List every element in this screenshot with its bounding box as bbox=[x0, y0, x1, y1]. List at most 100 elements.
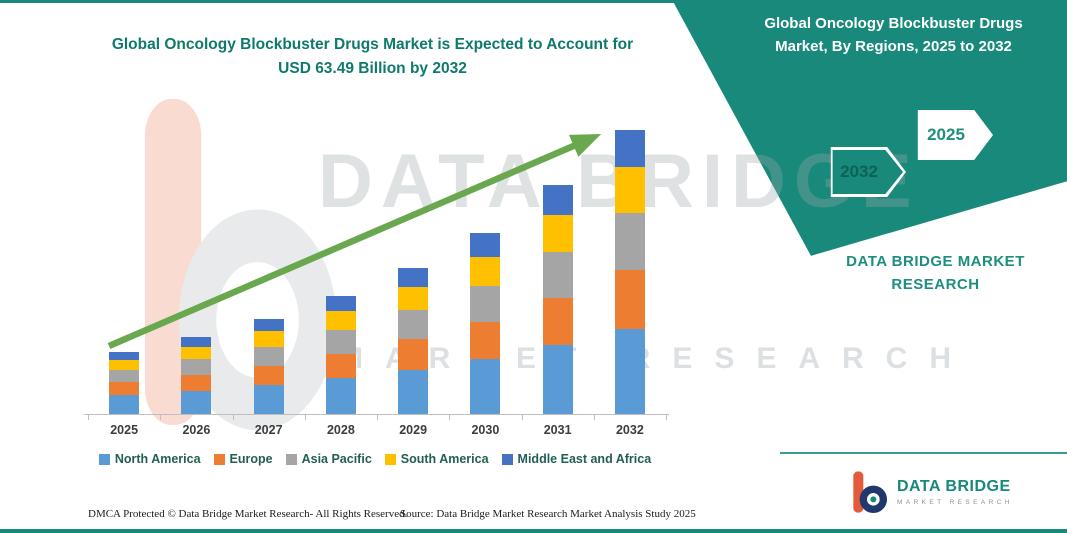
axis-tick bbox=[449, 415, 451, 420]
bar-segment-middle-east-and-africa-2026 bbox=[181, 337, 212, 347]
stacked-bar-2028 bbox=[325, 295, 356, 414]
hexagon-fill bbox=[832, 150, 903, 194]
bar-segment-middle-east-and-africa-2030 bbox=[470, 232, 501, 257]
axis-tick bbox=[304, 415, 306, 420]
bar-column-2032 bbox=[594, 121, 666, 414]
bar-segment-europe-2032 bbox=[614, 269, 645, 329]
logo-divider-rule bbox=[780, 452, 1067, 454]
source-note: Source: Data Bridge Market Research Mark… bbox=[400, 508, 696, 520]
x-axis-label-2031: 2031 bbox=[543, 423, 572, 437]
stacked-bar-2032 bbox=[614, 130, 645, 414]
x-axis-line bbox=[84, 414, 669, 415]
bar-segment-south-america-2030 bbox=[470, 256, 501, 286]
legend-label-north-america: North America bbox=[114, 452, 201, 466]
watermark-databridge: DATA BRIDGE bbox=[318, 139, 920, 224]
stacked-bar-2031 bbox=[542, 185, 573, 414]
stacked-bar-2030 bbox=[470, 232, 501, 414]
bar-segment-south-america-2031 bbox=[542, 215, 573, 253]
legend-item-europe: Europe bbox=[213, 452, 273, 466]
stacked-bar-2027 bbox=[253, 318, 284, 414]
bar-segment-south-america-2028 bbox=[325, 311, 356, 330]
axis-tick bbox=[666, 415, 667, 420]
bar-segment-europe-2029 bbox=[398, 339, 429, 370]
bar-segment-asia-pacific-2031 bbox=[542, 252, 573, 298]
legend-item-asia-pacific: Asia Pacific bbox=[285, 452, 372, 466]
bar-segment-asia-pacific-2027 bbox=[253, 346, 284, 366]
bar-column-2030 bbox=[449, 121, 521, 414]
bar-segment-south-america-2026 bbox=[181, 346, 212, 360]
axis-tick bbox=[232, 415, 234, 420]
x-axis-labels: 2025 2026 2027 2028 2029 2030 2031 2032 bbox=[88, 423, 666, 437]
data-bridge-b-icon bbox=[853, 471, 887, 513]
brand-text-block: DATA BRIDGE MARKET RESEARCH bbox=[846, 253, 1025, 293]
axis-tick bbox=[521, 415, 523, 420]
legend-label-europe: Europe bbox=[229, 452, 273, 466]
bar-segment-north-america-2030 bbox=[470, 359, 501, 414]
logo-tagline: MARKET RESEARCH bbox=[897, 499, 1013, 506]
axis-tick bbox=[377, 415, 378, 420]
legend-label-middle-east-and-africa: Middle East and Africa bbox=[517, 452, 652, 466]
bar-segment-middle-east-and-africa-2029 bbox=[398, 267, 429, 287]
legend-label-south-america: South America bbox=[400, 452, 489, 466]
legend-swatch-north-america bbox=[98, 453, 110, 465]
legend-swatch-asia-pacific bbox=[285, 453, 297, 465]
legend-item-south-america: South America bbox=[384, 452, 489, 466]
legend-swatch-south-america bbox=[384, 453, 396, 465]
bar-column-2028 bbox=[305, 121, 377, 414]
logo-brand-name: DATA BRIDGE bbox=[897, 478, 1011, 495]
dmca-notice: DMCA Protected © Data Bridge Market Rese… bbox=[88, 508, 408, 520]
bar-segment-europe-2030 bbox=[470, 321, 501, 360]
bottom-accent-rule bbox=[0, 529, 1067, 533]
bar-segment-middle-east-and-africa-2031 bbox=[542, 185, 573, 216]
legend-item-north-america: North America bbox=[98, 452, 201, 466]
trend-arrow bbox=[107, 134, 602, 349]
bar-segment-north-america-2029 bbox=[398, 369, 429, 414]
stacked-bar-2029 bbox=[398, 267, 429, 414]
bar-segment-europe-2026 bbox=[181, 374, 212, 391]
bar-segment-asia-pacific-2029 bbox=[398, 310, 429, 340]
bar-series-container bbox=[88, 121, 666, 414]
bar-segment-europe-2028 bbox=[325, 353, 356, 379]
bar-segment-asia-pacific-2026 bbox=[181, 359, 212, 375]
right-panel-title: Global Oncology Blockbuster Drugs Market… bbox=[764, 15, 1023, 55]
stacked-bar-2026 bbox=[181, 337, 212, 414]
bar-column-2025 bbox=[88, 121, 160, 414]
bar-segment-middle-east-and-africa-2028 bbox=[325, 295, 356, 312]
hexagon-2032: 2032 bbox=[812, 147, 906, 197]
stacked-bar-2025 bbox=[109, 351, 140, 414]
logo-text: DATA BRIDGE MARKET RESEARCH bbox=[897, 478, 1013, 506]
legend-item-middle-east-and-africa: Middle East and Africa bbox=[501, 452, 652, 466]
bar-column-2027 bbox=[233, 121, 305, 414]
plot-area bbox=[84, 121, 669, 420]
bar-segment-north-america-2031 bbox=[542, 345, 573, 414]
bar-segment-north-america-2028 bbox=[325, 378, 356, 414]
bar-segment-europe-2031 bbox=[542, 297, 573, 346]
hexagon-fill bbox=[919, 113, 990, 157]
bar-segment-asia-pacific-2028 bbox=[325, 329, 356, 354]
chart-legend: North America Europe Asia Pacific South Ame… bbox=[60, 452, 690, 466]
bar-segment-asia-pacific-2025 bbox=[109, 369, 140, 383]
axis-tick bbox=[88, 415, 89, 420]
x-axis-label-2026: 2026 bbox=[182, 423, 211, 437]
bar-segment-north-america-2026 bbox=[181, 390, 212, 414]
legend-swatch-middle-east-and-africa bbox=[501, 453, 513, 465]
bar-segment-europe-2027 bbox=[253, 365, 284, 386]
bar-segment-middle-east-and-africa-2027 bbox=[253, 318, 284, 332]
x-axis-label-2032: 2032 bbox=[615, 423, 644, 437]
bar-segment-middle-east-and-africa-2032 bbox=[614, 130, 645, 168]
bar-segment-asia-pacific-2032 bbox=[614, 212, 645, 270]
bar-column-2029 bbox=[377, 121, 449, 414]
axis-tick bbox=[593, 415, 595, 420]
hexagon-2025: 2025 bbox=[899, 110, 993, 160]
bar-segment-south-america-2027 bbox=[253, 331, 284, 347]
bar-segment-south-america-2029 bbox=[398, 286, 429, 311]
bar-column-2026 bbox=[160, 121, 232, 414]
chart-title: Global Oncology Blockbuster Drugs Market… bbox=[111, 36, 634, 78]
x-axis-label-2028: 2028 bbox=[326, 423, 355, 437]
bar-segment-asia-pacific-2030 bbox=[470, 285, 501, 322]
bar-segment-north-america-2027 bbox=[253, 385, 284, 414]
legend-swatch-europe bbox=[213, 453, 225, 465]
data-bridge-logo: DATA BRIDGE MARKET RESEARCH bbox=[848, 468, 1013, 516]
legend-label-asia-pacific: Asia Pacific bbox=[301, 452, 372, 466]
